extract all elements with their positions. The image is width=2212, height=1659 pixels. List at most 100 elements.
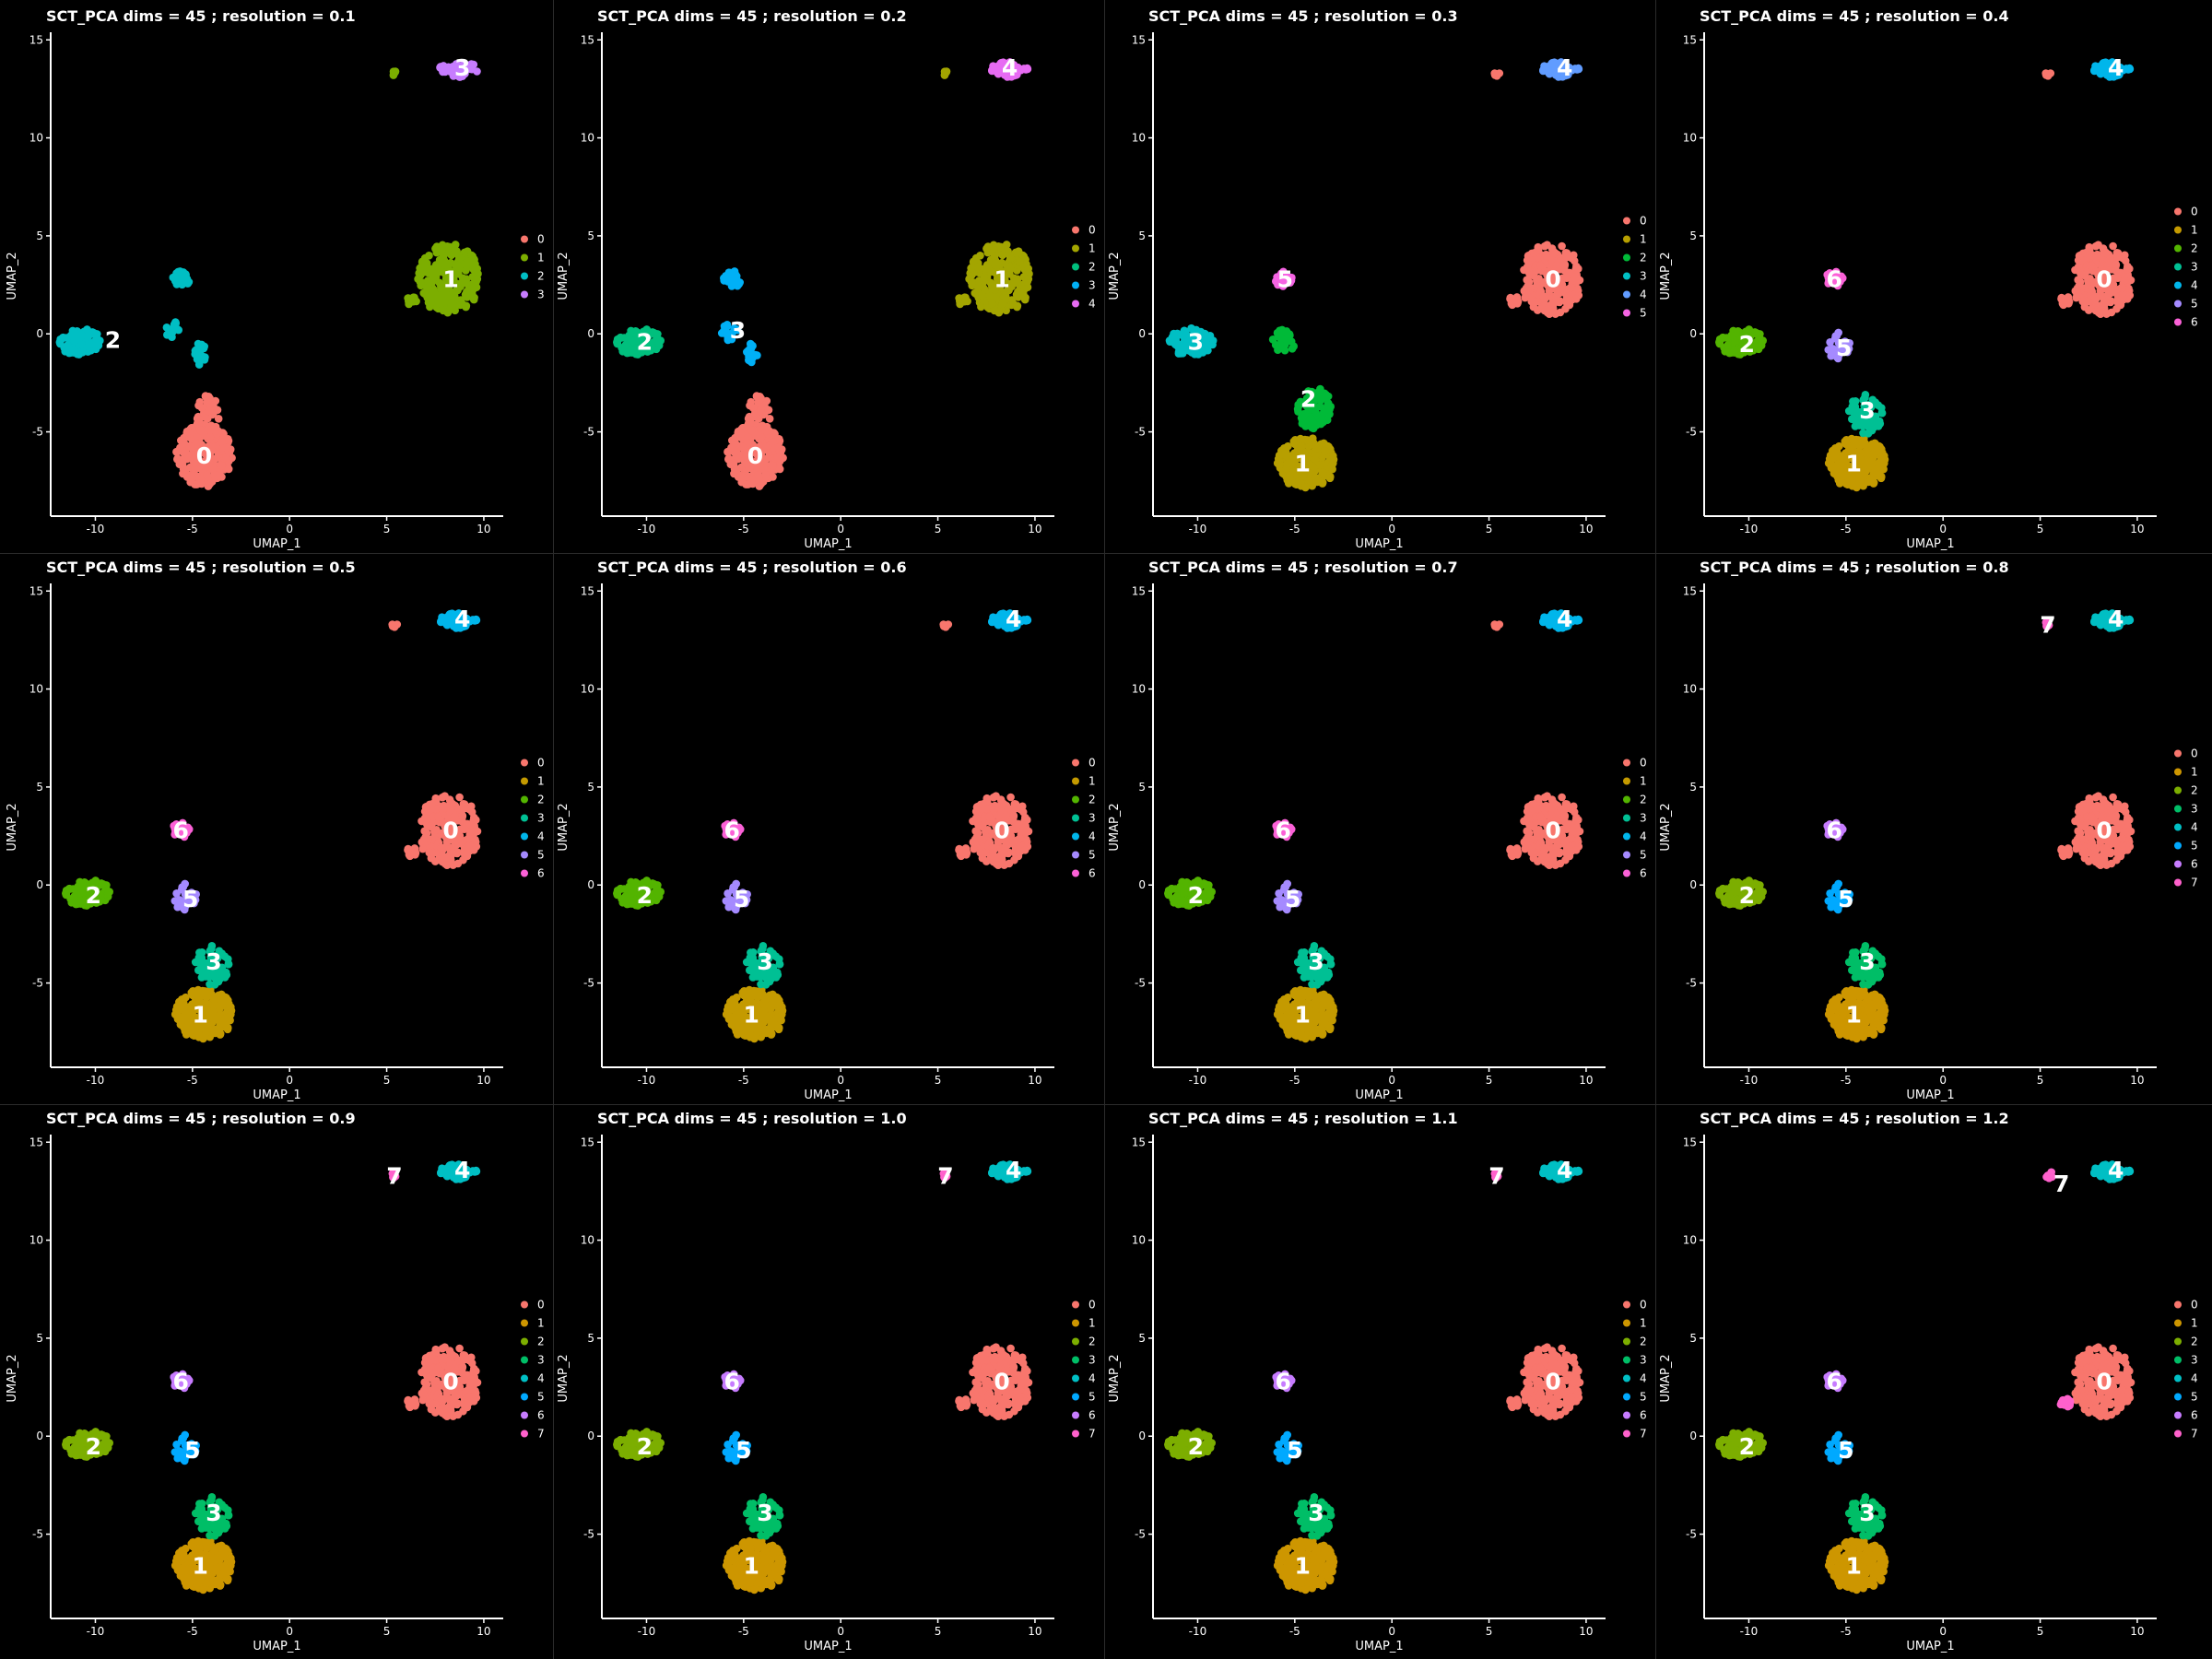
y-tick-label: 10 xyxy=(1132,132,1146,145)
data-point xyxy=(443,308,453,316)
data-point xyxy=(212,960,220,969)
data-point xyxy=(645,347,654,355)
data-point xyxy=(982,244,991,253)
y-tick-label: 5 xyxy=(587,229,594,242)
data-point xyxy=(2057,293,2066,302)
data-point xyxy=(1002,278,1011,288)
data-point xyxy=(173,902,182,912)
data-point xyxy=(1535,275,1543,283)
data-point xyxy=(1006,67,1016,76)
data-point xyxy=(201,987,209,995)
data-point xyxy=(769,461,777,470)
data-point xyxy=(1317,395,1325,405)
data-point xyxy=(206,479,214,488)
data-point xyxy=(442,834,452,843)
data-point xyxy=(1560,811,1570,820)
data-point xyxy=(940,67,949,76)
data-point xyxy=(473,265,481,273)
legend-key xyxy=(521,777,528,785)
x-tick-label: 10 xyxy=(2130,523,2144,535)
data-point xyxy=(1550,849,1559,858)
data-point xyxy=(1556,308,1565,317)
data-point xyxy=(1512,299,1522,307)
y-tick-label: -5 xyxy=(32,977,43,990)
data-point xyxy=(1746,332,1755,341)
data-point xyxy=(1839,457,1847,466)
data-point xyxy=(1018,802,1027,811)
data-point xyxy=(458,300,466,309)
data-point xyxy=(1322,390,1330,399)
data-point xyxy=(425,822,434,830)
data-point xyxy=(1835,479,1844,488)
legend-key xyxy=(521,832,528,841)
data-point xyxy=(1523,814,1532,823)
chart-title: SCT_PCA dims = 45 ; resolution = 0.7 xyxy=(1148,559,1458,576)
point-layer xyxy=(55,60,482,490)
data-point xyxy=(171,318,180,326)
data-point xyxy=(1009,300,1018,309)
data-point xyxy=(1288,345,1297,353)
data-point xyxy=(1855,420,1864,429)
data-point xyxy=(999,849,1008,858)
point-layer xyxy=(613,58,1033,490)
data-point xyxy=(195,354,205,362)
cluster-label: 2 xyxy=(86,882,101,909)
data-point xyxy=(1001,836,1010,844)
data-point xyxy=(1841,437,1850,446)
chart-title: SCT_PCA dims = 45 ; resolution = 0.1 xyxy=(46,7,356,25)
cluster-label: 1 xyxy=(744,1002,759,1029)
data-point xyxy=(1561,249,1571,257)
data-point xyxy=(986,292,994,300)
legend-label: 1 xyxy=(1088,242,1096,255)
cluster-label: 1 xyxy=(1846,451,1862,477)
data-point xyxy=(2109,241,2117,251)
data-point xyxy=(1293,471,1302,480)
data-point xyxy=(2100,58,2108,67)
data-point xyxy=(207,446,217,455)
legend-key xyxy=(2174,281,2182,289)
data-point xyxy=(2121,251,2129,260)
data-point xyxy=(426,302,434,312)
x-tick-label: -10 xyxy=(1740,523,1759,535)
data-point xyxy=(1565,850,1573,859)
cluster-label: 5 xyxy=(734,886,749,912)
data-point xyxy=(1303,436,1312,444)
x-tick-label: -5 xyxy=(187,523,198,535)
legend-label: 2 xyxy=(1088,261,1096,274)
y-tick-label: 15 xyxy=(1132,584,1146,597)
data-point xyxy=(214,415,223,423)
data-point xyxy=(1865,409,1874,418)
legend-label: 2 xyxy=(1640,252,1647,265)
cluster-label: 1 xyxy=(193,1002,208,1029)
legend-label: 2 xyxy=(537,270,545,283)
data-point xyxy=(1562,274,1571,283)
data-point xyxy=(2124,65,2133,74)
legend-label: 3 xyxy=(537,288,545,301)
data-point xyxy=(996,242,1006,252)
x-tick-label: 0 xyxy=(286,523,293,535)
data-point xyxy=(194,953,204,962)
data-point xyxy=(753,971,761,980)
data-point xyxy=(1851,459,1860,467)
y-tick-label: 0 xyxy=(587,878,594,891)
y-axis-label: UMAP_2 xyxy=(1108,252,1122,300)
data-point xyxy=(748,342,757,350)
legend-label: 5 xyxy=(2191,298,2198,311)
data-point xyxy=(720,276,728,285)
y-tick-label: 0 xyxy=(36,327,43,340)
y-tick-label: -5 xyxy=(583,977,594,990)
data-point xyxy=(967,264,975,273)
data-point xyxy=(89,329,99,337)
data-point xyxy=(1020,846,1030,854)
data-point xyxy=(1277,325,1287,335)
x-tick-label: 10 xyxy=(477,1074,490,1087)
data-point xyxy=(1574,816,1583,824)
data-point xyxy=(1837,471,1845,480)
data-point xyxy=(643,883,653,892)
legend-key xyxy=(2174,207,2182,216)
data-point xyxy=(181,465,190,474)
data-point xyxy=(776,1012,784,1021)
data-point xyxy=(1533,280,1541,289)
data-point xyxy=(1745,325,1753,334)
data-point xyxy=(736,889,745,898)
